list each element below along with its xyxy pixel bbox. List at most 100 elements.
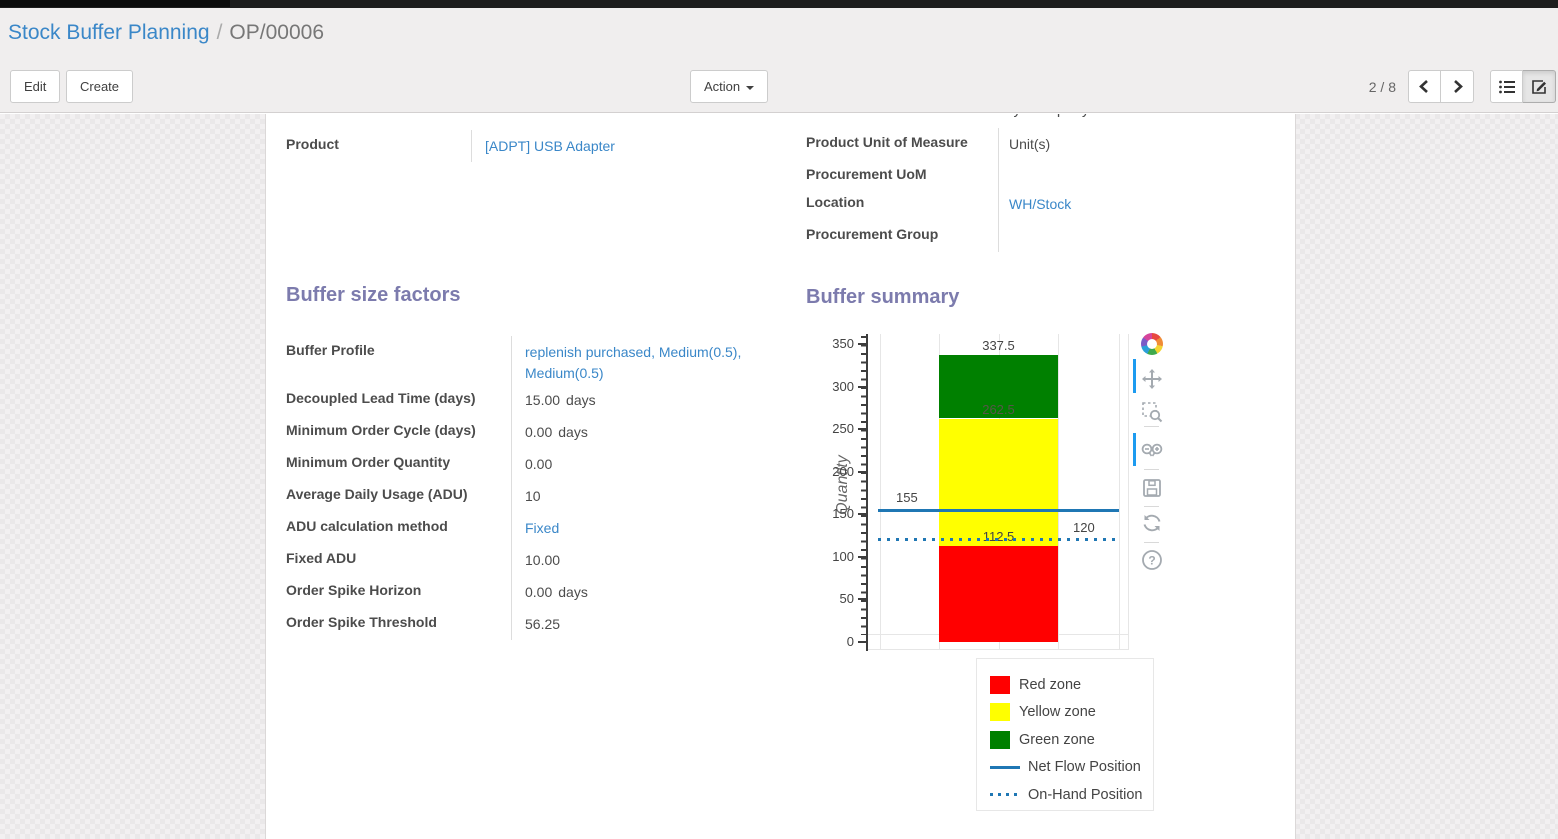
y-tick-mark: [858, 385, 868, 388]
procurement-group: Product Unit of Measure Unit(s) Procurem…: [806, 128, 1286, 252]
svg-text:?: ?: [1148, 554, 1155, 568]
action-dropdown-button[interactable]: Action: [690, 70, 769, 103]
content-background: My Company Product [ADPT] USB Adapter Pr…: [0, 114, 1558, 839]
moc-label: Minimum Order Cycle (days): [286, 422, 476, 438]
legend-label-net-flow: Net Flow Position: [1028, 759, 1141, 776]
buffer-size-factors-table: Buffer Profile replenish purchased, Medi…: [286, 336, 778, 640]
legend-label-yellow-zone: Yellow zone: [1019, 704, 1096, 721]
form-view-button[interactable]: [1523, 70, 1556, 103]
y-tick-mark: [858, 598, 868, 601]
modebar-separator-1: [1144, 426, 1159, 427]
red-zone-swatch: [990, 675, 1010, 694]
y-tick-mark: [858, 513, 868, 516]
field-row-spike-horizon: Order Spike Horizon 0.00 days: [286, 576, 778, 608]
on-hand-label: 120: [1073, 519, 1095, 535]
net-flow-line[interactable]: [878, 508, 1119, 512]
spike-horizon-value: 0.00: [525, 584, 553, 600]
pager-previous-button[interactable]: [1408, 70, 1441, 103]
y-tick-label: 100: [832, 548, 854, 564]
field-row-spike-threshold: Order Spike Threshold 56.25: [286, 608, 778, 640]
adu-method-value-link[interactable]: Fixed: [525, 520, 560, 536]
product-uom-label: Product Unit of Measure: [806, 134, 968, 150]
field-row-location: Location WH/Stock: [806, 188, 1286, 220]
on-hand-swatch: [990, 793, 1020, 797]
y-tick-label: 300: [832, 378, 854, 394]
breadcrumb: Stock Buffer Planning / OP/00006: [8, 21, 324, 45]
yellow-zone-swatch: [990, 703, 1010, 722]
modebar-separator-2: [1144, 469, 1159, 470]
adu-value: 10: [525, 488, 541, 504]
list-view-button[interactable]: [1490, 70, 1523, 103]
location-value-link[interactable]: WH/Stock: [1009, 196, 1072, 212]
dlt-label: Decoupled Lead Time (days): [286, 390, 476, 406]
field-row-adu-method: ADU calculation method Fixed: [286, 512, 778, 544]
field-row-procurement-uom: Procurement UoM: [806, 160, 1286, 188]
legend-item-yellow-zone[interactable]: Yellow zone: [990, 699, 1153, 727]
buffer-profile-value-link[interactable]: replenish purchased, Medium(0.5), Medium…: [525, 344, 742, 381]
buffer-summary-chart: Quantity 0 50 100 150 200 250 300 350 337.5 262…: [811, 326, 1231, 836]
green-zone-segment[interactable]: [939, 354, 1058, 419]
procurement-group-value: [998, 220, 1286, 252]
y-tick-mark: [858, 343, 868, 345]
yellow-zone-segment[interactable]: [939, 418, 1058, 547]
zoom-in-out-icon[interactable]: [1141, 439, 1163, 461]
product-value-link[interactable]: [ADPT] USB Adapter: [485, 138, 615, 154]
pan-icon[interactable]: [1141, 368, 1163, 390]
caret-down-icon: [746, 85, 755, 90]
net-flow-swatch: [990, 765, 1020, 769]
legend-item-net-flow[interactable]: Net Flow Position: [990, 754, 1153, 782]
red-zone-segment[interactable]: [939, 546, 1058, 642]
field-row-adu: Average Daily Usage (ADU) 10: [286, 480, 778, 512]
moc-unit: days: [558, 424, 588, 440]
green-top-value-label: 337.5: [982, 337, 1015, 353]
procurement-group-label: Procurement Group: [806, 226, 939, 242]
plotly-logo-icon[interactable]: [1141, 333, 1163, 355]
y-tick-label: 150: [832, 506, 854, 522]
location-label: Location: [806, 194, 865, 210]
fixed-adu-label: Fixed ADU: [286, 550, 357, 566]
help-icon[interactable]: ?: [1141, 549, 1163, 571]
pager-nav: [1408, 70, 1474, 103]
breadcrumb-parent-link[interactable]: Stock Buffer Planning: [8, 21, 210, 44]
field-row-moq: Minimum Order Quantity 0.00: [286, 448, 778, 480]
product-group: Product [ADPT] USB Adapter: [286, 130, 756, 162]
legend-item-green-zone[interactable]: Green zone: [990, 726, 1153, 754]
buffer-size-factors-title: Buffer size factors: [286, 284, 461, 306]
legend-item-red-zone[interactable]: Red zone: [990, 671, 1153, 699]
legend-label-red-zone: Red zone: [1019, 676, 1082, 693]
procurement-uom-value: [998, 160, 1286, 188]
modebar-separator-4: [1144, 542, 1159, 543]
reset-axes-icon[interactable]: [1141, 512, 1163, 534]
edit-form-icon: [1532, 79, 1546, 94]
zoom-box-icon[interactable]: [1141, 401, 1163, 423]
spike-threshold-label: Order Spike Threshold: [286, 614, 437, 630]
y-axis-minor-ticks: [861, 336, 866, 635]
legend-item-on-hand[interactable]: On-Hand Position: [990, 781, 1153, 809]
field-row-product: Product [ADPT] USB Adapter: [286, 130, 756, 162]
breadcrumb-separator: /: [216, 21, 223, 44]
green-zone-swatch: [990, 730, 1010, 749]
edit-button[interactable]: Edit: [10, 70, 61, 103]
net-flow-label: 155: [896, 490, 918, 506]
save-image-icon[interactable]: [1141, 477, 1163, 499]
chevron-right-icon: [1453, 80, 1463, 93]
field-row-procurement-group: Procurement Group: [806, 220, 1286, 252]
pager-next-button[interactable]: [1441, 70, 1474, 103]
y-tick-label: 50: [839, 591, 854, 607]
red-top-value-label: 112.5: [982, 529, 1015, 545]
y-tick-label: 250: [832, 421, 854, 437]
pager-value: 2 / 8: [1368, 79, 1396, 95]
buffer-profile-label: Buffer Profile: [286, 342, 375, 358]
legend-label-green-zone: Green zone: [1019, 731, 1095, 748]
create-button[interactable]: Create: [66, 70, 134, 103]
moc-value: 0.00: [525, 424, 553, 440]
form-sheet: My Company Product [ADPT] USB Adapter Pr…: [265, 114, 1296, 839]
legend-label-on-hand: On-Hand Position: [1028, 786, 1143, 803]
fixed-adu-value: 10.00: [525, 552, 561, 568]
action-dropdown-label: Action: [704, 79, 741, 94]
y-tick-label: 0: [846, 634, 854, 649]
adu-method-label: ADU calculation method: [286, 518, 448, 534]
y-tick-label: 350: [832, 336, 854, 351]
on-hand-line[interactable]: [878, 538, 1119, 542]
